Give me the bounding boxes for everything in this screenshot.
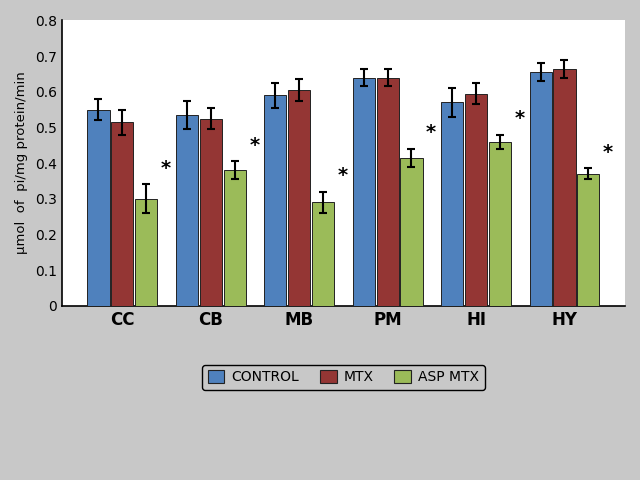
Bar <box>353 78 375 306</box>
Text: *: * <box>426 123 436 143</box>
Bar <box>577 174 600 306</box>
Legend: CONTROL, MTX, ASP MTX: CONTROL, MTX, ASP MTX <box>202 365 484 390</box>
Bar <box>176 115 198 306</box>
Text: *: * <box>603 143 613 162</box>
Bar <box>489 142 511 306</box>
Bar <box>312 202 334 306</box>
Bar <box>88 109 109 306</box>
Bar <box>465 94 487 306</box>
Bar <box>401 158 422 306</box>
Bar <box>264 96 286 306</box>
Bar <box>223 170 246 306</box>
Text: *: * <box>161 159 171 178</box>
Bar <box>200 119 222 306</box>
Bar <box>376 78 399 306</box>
Bar <box>554 69 575 306</box>
Bar <box>135 199 157 306</box>
Y-axis label: μmol  of  pi/mg protein/min: μmol of pi/mg protein/min <box>15 72 28 254</box>
Bar <box>529 72 552 306</box>
Bar <box>441 103 463 306</box>
Bar <box>111 122 133 306</box>
Text: *: * <box>515 109 525 128</box>
Text: *: * <box>338 166 348 185</box>
Text: *: * <box>249 136 259 155</box>
Bar <box>288 90 310 306</box>
